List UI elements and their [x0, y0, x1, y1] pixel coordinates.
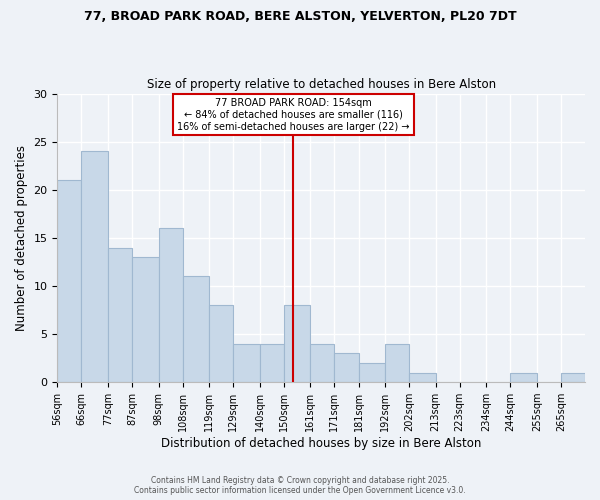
X-axis label: Distribution of detached houses by size in Bere Alston: Distribution of detached houses by size …: [161, 437, 481, 450]
Bar: [409, 372, 436, 382]
Bar: [108, 248, 132, 382]
Title: Size of property relative to detached houses in Bere Alston: Size of property relative to detached ho…: [146, 78, 496, 91]
Bar: [209, 305, 233, 382]
Bar: [334, 354, 359, 382]
Bar: [182, 276, 209, 382]
Bar: [561, 372, 585, 382]
Bar: [82, 152, 108, 382]
Bar: [132, 257, 158, 382]
Bar: [158, 228, 182, 382]
Bar: [385, 344, 409, 382]
Text: 77, BROAD PARK ROAD, BERE ALSTON, YELVERTON, PL20 7DT: 77, BROAD PARK ROAD, BERE ALSTON, YELVER…: [83, 10, 517, 23]
Bar: [284, 305, 310, 382]
Bar: [310, 344, 334, 382]
Y-axis label: Number of detached properties: Number of detached properties: [15, 145, 28, 331]
Bar: [58, 180, 82, 382]
Bar: [511, 372, 537, 382]
Text: Contains HM Land Registry data © Crown copyright and database right 2025.
Contai: Contains HM Land Registry data © Crown c…: [134, 476, 466, 495]
Text: 77 BROAD PARK ROAD: 154sqm
← 84% of detached houses are smaller (116)
16% of sem: 77 BROAD PARK ROAD: 154sqm ← 84% of deta…: [177, 98, 410, 132]
Bar: [359, 363, 385, 382]
Bar: [260, 344, 284, 382]
Bar: [233, 344, 260, 382]
